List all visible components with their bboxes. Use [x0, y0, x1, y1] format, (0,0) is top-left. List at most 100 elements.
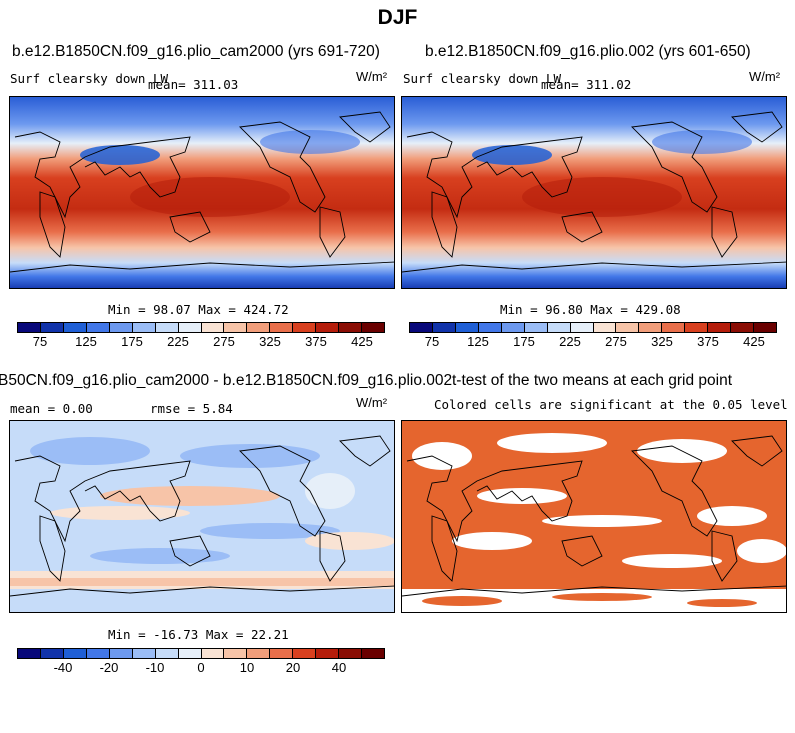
colorbar-swatch: [18, 649, 41, 658]
panel-tr-minmax: Min = 96.80 Max = 429.08: [500, 302, 681, 317]
colorbar-swatch: [109, 323, 133, 332]
colorbar-swatch: [270, 649, 294, 658]
panel-tr-mean: mean= 311.02: [541, 77, 632, 92]
figure-title: DJF: [377, 6, 418, 29]
colorbar-tick-label: -40: [53, 660, 73, 675]
colorbar-swatch: [247, 323, 271, 332]
colorbar-swatch: [754, 323, 776, 332]
colorbar-swatch: [63, 649, 87, 658]
colorbar-tr-ticks: 75 125 175 225 275 325 375 425: [409, 334, 777, 349]
colorbar-swatch: [524, 323, 548, 332]
map-br-svg: [402, 421, 786, 612]
colorbar-swatch: [708, 323, 732, 332]
colorbar-tick-label: 325: [259, 334, 281, 349]
panel-tr-title: b.e12.B1850CN.f09_g16.plio.002 (yrs 601-…: [425, 43, 751, 60]
colorbar-swatch: [293, 649, 317, 658]
colorbar-tick-label: 325: [651, 334, 673, 349]
colorbar-swatch: [731, 323, 755, 332]
map-bl-svg: [10, 421, 394, 612]
colorbar-tick-label: 40: [331, 660, 347, 675]
panel-tl-mean: mean= 311.03: [148, 77, 239, 92]
colorbar-swatch: [155, 323, 179, 332]
colorbar-tick-label: 125: [75, 334, 97, 349]
colorbar-swatch: [224, 323, 248, 332]
colorbar-swatch: [18, 323, 41, 332]
colorbar-tick-label: 125: [467, 334, 489, 349]
colorbar-swatch: [339, 323, 363, 332]
colorbar-swatch: [132, 323, 156, 332]
colorbar-swatch: [86, 323, 110, 332]
colorbar-tick-label: 10: [239, 660, 255, 675]
colorbar-swatch: [201, 323, 225, 332]
colorbar-tick-label: 0: [197, 660, 205, 675]
colorbar-swatch: [362, 323, 384, 332]
colorbar-swatch: [178, 649, 202, 658]
colorbar-tick-label: 75: [32, 334, 48, 349]
colorbar-tick-label: 225: [559, 334, 581, 349]
colorbar-swatch: [316, 649, 340, 658]
panel-tr-units: W/m²: [749, 69, 781, 84]
colorbar-swatch: [293, 323, 317, 332]
colorbar-tick-label: -10: [145, 660, 165, 675]
colorbar-tick-label: 425: [351, 334, 373, 349]
panel-bl-minmax: Min = -16.73 Max = 22.21: [108, 627, 289, 642]
colorbar-swatch: [132, 649, 156, 658]
panel-br-title: t-test of the two means at each grid poi…: [452, 372, 733, 390]
colorbar-swatch: [270, 323, 294, 332]
map-panel-bottom-right: [401, 420, 787, 613]
colorbar-swatch: [40, 323, 64, 332]
colorbar-swatch: [40, 649, 64, 658]
colorbar-tick-label: 425: [743, 334, 765, 349]
colorbar-swatch: [201, 649, 225, 658]
map-tr-svg: [402, 97, 786, 288]
colorbar-top-right: [409, 322, 777, 333]
panel-br-subtitle: Colored cells are significant at the 0.0…: [434, 397, 788, 412]
colorbar-swatch: [109, 649, 133, 658]
colorbar-swatch: [247, 649, 271, 658]
colorbar-bottom-left: [17, 648, 385, 659]
colorbar-swatch: [155, 649, 179, 658]
colorbar-swatch: [316, 323, 340, 332]
panel-tl-units: W/m²: [356, 69, 388, 84]
map-panel-top-left: [9, 96, 395, 289]
panel-bl-mean: mean = 0.00: [10, 401, 93, 416]
colorbar-tick-label: 275: [213, 334, 235, 349]
panel-tl-title: b.e12.B1850CN.f09_g16.plio_cam2000 (yrs …: [12, 43, 380, 60]
panel-bl-units: W/m²: [356, 395, 388, 410]
colorbar-swatch: [662, 323, 686, 332]
colorbar-tick-label: 375: [697, 334, 719, 349]
colorbar-swatch: [593, 323, 617, 332]
colorbar-swatch: [432, 323, 456, 332]
colorbar-swatch: [86, 649, 110, 658]
colorbar-swatch: [362, 649, 384, 658]
map-panel-top-right: [401, 96, 787, 289]
colorbar-swatch: [478, 323, 502, 332]
colorbar-tl-ticks: 75 125 175 225 275 325 375 425: [17, 334, 385, 349]
colorbar-tick-label: 175: [121, 334, 143, 349]
colorbar-tick-label: 225: [167, 334, 189, 349]
colorbar-swatch: [639, 323, 663, 332]
map-tl-svg: [10, 97, 394, 288]
colorbar-swatch: [501, 323, 525, 332]
map-panel-bottom-left: [9, 420, 395, 613]
colorbar-swatch: [224, 649, 248, 658]
panel-tr-variable: Surf clearsky down LW: [403, 71, 562, 86]
colorbar-swatch: [178, 323, 202, 332]
colorbar-tick-label: -20: [99, 660, 119, 675]
colorbar-tick-label: 75: [424, 334, 440, 349]
colorbar-tick-label: 20: [285, 660, 301, 675]
colorbar-swatch: [455, 323, 479, 332]
panel-bl-rmse: rmse = 5.84: [150, 401, 233, 416]
panel-bl-title: B50CN.f09_g16.plio_cam2000 - b.e12.B1850…: [0, 372, 453, 389]
colorbar-swatch: [685, 323, 709, 332]
colorbar-tick-label: 175: [513, 334, 535, 349]
colorbar-top-left: [17, 322, 385, 333]
colorbar-tick-label: 375: [305, 334, 327, 349]
colorbar-bl-ticks: -40 -20 -10 0 10 20 40: [17, 660, 385, 675]
colorbar-swatch: [616, 323, 640, 332]
colorbar-tick-label: 275: [605, 334, 627, 349]
panel-tl-minmax: Min = 98.07 Max = 424.72: [108, 302, 289, 317]
colorbar-swatch: [410, 323, 433, 332]
colorbar-swatch: [339, 649, 363, 658]
colorbar-swatch: [570, 323, 594, 332]
